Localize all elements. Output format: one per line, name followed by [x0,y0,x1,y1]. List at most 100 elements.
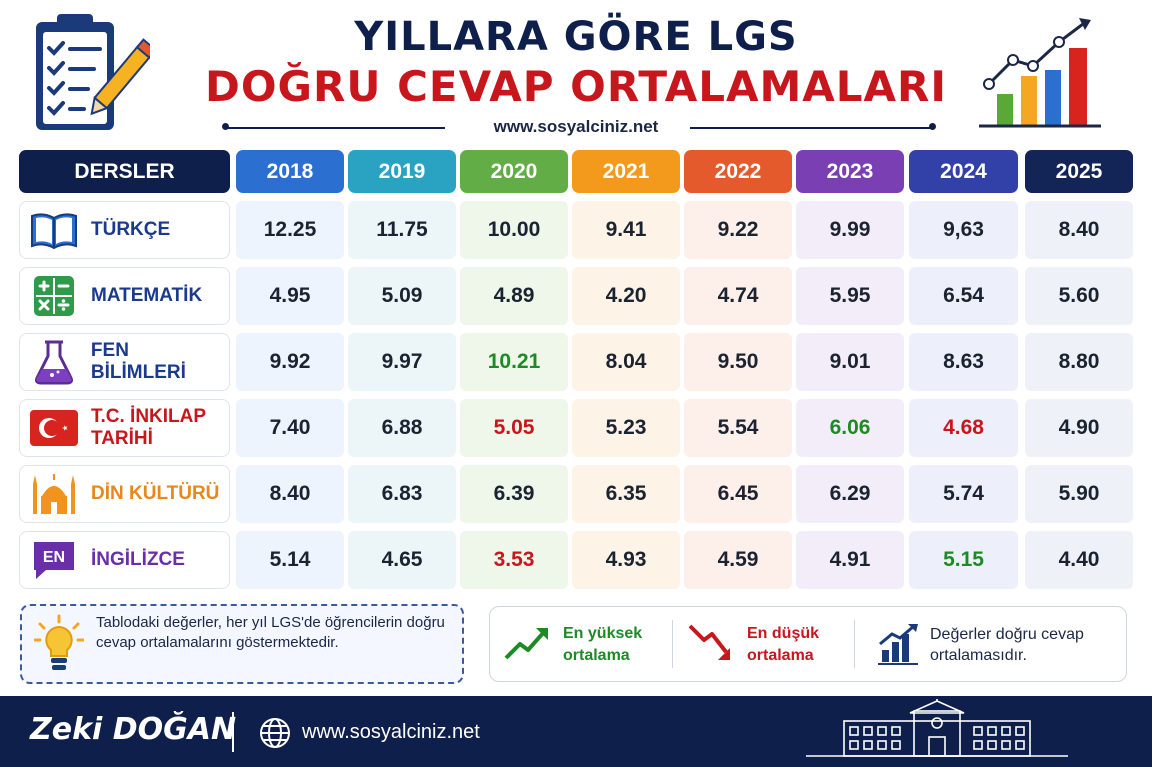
mosque-icon [29,472,79,516]
legend-lowest-label: En düşük ortalama [747,623,819,667]
value-cell-2021: 5.23 [572,399,680,457]
school-building-icon [806,693,1068,759]
footer-divider [232,712,234,752]
value-cell-2018: 12.25 [236,201,344,259]
legend-highest-label: En yüksek ortalama [563,623,642,667]
value-cell-2020: 6.39 [460,465,568,523]
value-cell-2019: 9.97 [348,333,456,391]
book-icon [29,208,79,252]
english-badge-icon: EN [29,538,79,582]
value-cell-2020: 5.05 [460,399,568,457]
value-cell-2019: 6.88 [348,399,456,457]
svg-text:EN: EN [43,549,65,566]
value-cell-2021: 9.41 [572,201,680,259]
value-cell-2023: 6.06 [796,399,904,457]
title-rule-right [690,127,932,129]
value-cell-2018: 5.14 [236,531,344,589]
value-cell-2025: 4.90 [1025,399,1133,457]
legend-highest-line2: ortalama [563,647,630,664]
info-note-text: Tablodaki değerler, her yıl LGS'de öğren… [96,614,445,651]
value-cell-2023: 6.29 [796,465,904,523]
year-header-2019: 2019 [348,150,456,193]
value-cell-2019: 5.09 [348,267,456,325]
flask-icon [29,340,79,385]
value-cell-2024: 4.68 [909,399,1018,457]
value-cell-2024: 5.74 [909,465,1018,523]
value-cell-2021: 6.35 [572,465,680,523]
legend-lowest-line1: En düşük [747,625,820,642]
value-cell-2021: 4.93 [572,531,680,589]
trend-down-icon [686,620,734,664]
value-cell-2022: 5.54 [684,399,792,457]
subject-label-row: EN İNGİLİZCE [19,531,230,589]
value-cell-2018: 9.92 [236,333,344,391]
value-cell-2020: 10.21 [460,333,568,391]
subject-label-row: TÜRKÇE [19,201,230,259]
value-cell-2022: 9.22 [684,201,792,259]
clipboard-icon [30,10,158,135]
value-cell-2023: 5.95 [796,267,904,325]
subject-name: MATEMATİK [91,285,203,306]
value-cell-2025: 8.40 [1025,201,1133,259]
info-note-box [20,604,464,684]
subject-label-row: DİN KÜLTÜRÜ [19,465,230,523]
globe-icon [258,716,292,750]
value-cell-2022: 4.74 [684,267,792,325]
legend-box [489,606,1127,682]
growth-chart-icon [975,14,1105,132]
value-cell-2020: 3.53 [460,531,568,589]
subject-name: TÜRKÇE [91,219,171,240]
year-header-2025: 2025 [1025,150,1133,193]
bar-chart-icon [876,622,920,666]
value-cell-2023: 9.99 [796,201,904,259]
year-header-2021: 2021 [572,150,680,193]
value-cell-2025: 4.40 [1025,531,1133,589]
value-cell-2018: 8.40 [236,465,344,523]
value-cell-2023: 9.01 [796,333,904,391]
legend-divider-1 [672,620,673,668]
title-rule-left-dot [222,123,229,130]
value-cell-2018: 7.40 [236,399,344,457]
legend-info-label: Değerler doğru cevap ortalamasıdır. [930,624,1084,666]
year-header-2023: 2023 [796,150,904,193]
header-cell-dersler: DERSLER [19,150,230,193]
title-rule-left [225,127,445,129]
year-header-2024: 2024 [909,150,1018,193]
title-rule-right-dot [929,123,936,130]
value-cell-2024: 6.54 [909,267,1018,325]
lightbulb-icon [33,614,85,674]
subject-name: DİN KÜLTÜRÜ [91,483,220,504]
turkish-flag-icon [29,406,79,450]
footer-author: Zeki DOĞAN [30,712,237,747]
legend-highest-line1: En yüksek [563,625,643,642]
subject-name: FEN BİLİMLERİ [90,340,186,383]
title-line-2: DOĞRU CEVAP ORTALAMALARI [204,62,948,111]
legend-info-line1: Değerler doğru cevap [930,626,1084,643]
subject-label-row: FEN BİLİMLERİ [19,333,230,391]
value-cell-2018: 4.95 [236,267,344,325]
year-header-2020: 2020 [460,150,568,193]
subject-label-row: T.C. İNKILAP TARİHİ [19,399,230,457]
header-website: www.sosyalciniz.net [493,117,659,136]
value-cell-2024: 9,63 [909,201,1018,259]
value-cell-2025: 5.90 [1025,465,1133,523]
value-cell-2024: 5.15 [909,531,1018,589]
legend-info-line2: ortalamasıdır. [930,647,1027,664]
value-cell-2023: 4.91 [796,531,904,589]
value-cell-2020: 10.00 [460,201,568,259]
legend-divider-2 [854,620,855,668]
value-cell-2024: 8.63 [909,333,1018,391]
year-header-2018: 2018 [236,150,344,193]
subject-name: İNGİLİZCE [91,549,185,570]
subject-name: T.C. İNKILAP TARİHİ [91,406,206,449]
value-cell-2019: 11.75 [348,201,456,259]
trend-up-icon [502,624,550,664]
value-cell-2022: 9.50 [684,333,792,391]
value-cell-2025: 5.60 [1025,267,1133,325]
title-line-1: YILLARA GÖRE LGS [354,14,798,60]
subject-label-row: MATEMATİK [19,267,230,325]
value-cell-2019: 4.65 [348,531,456,589]
value-cell-2021: 8.04 [572,333,680,391]
value-cell-2021: 4.20 [572,267,680,325]
value-cell-2019: 6.83 [348,465,456,523]
